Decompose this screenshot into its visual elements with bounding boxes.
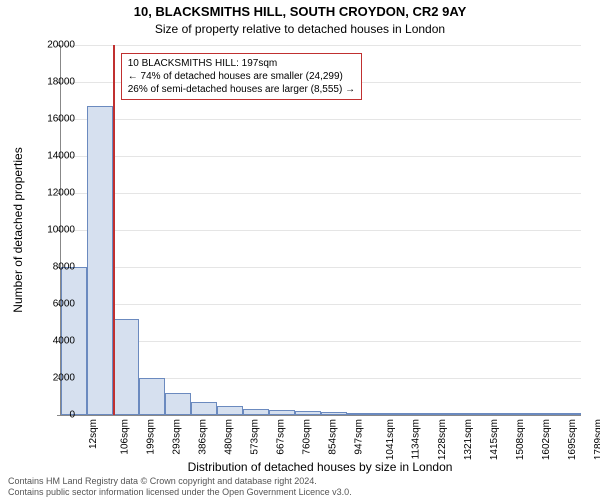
annotation-box: 10 BLACKSMITHS HILL: 197sqm← 74% of deta… — [121, 53, 362, 100]
chart-title-sub: Size of property relative to detached ho… — [0, 22, 600, 36]
x-tick-label: 106sqm — [120, 419, 131, 455]
gridline — [61, 156, 581, 157]
gridline — [61, 193, 581, 194]
histogram-bar — [113, 319, 139, 415]
histogram-bar — [295, 411, 321, 415]
y-tick-label: 4000 — [35, 336, 75, 347]
histogram-bar — [87, 106, 113, 415]
x-tick-label: 667sqm — [276, 419, 287, 455]
x-tick-label: 1321sqm — [463, 419, 474, 460]
histogram-bar — [269, 410, 295, 415]
x-tick-label: 1602sqm — [541, 419, 552, 460]
annotation-line: 10 BLACKSMITHS HILL: 197sqm — [128, 57, 355, 70]
y-tick-label: 18000 — [35, 77, 75, 88]
x-tick-label: 12sqm — [88, 419, 99, 449]
histogram-bar — [555, 413, 581, 415]
x-tick-label: 760sqm — [302, 419, 313, 455]
histogram-bar — [347, 413, 373, 415]
histogram-bar — [399, 413, 425, 415]
histogram-bar — [451, 413, 477, 415]
y-tick-label: 0 — [35, 410, 75, 421]
gridline — [61, 45, 581, 46]
x-tick-label: 1041sqm — [385, 419, 396, 460]
y-tick-label: 2000 — [35, 373, 75, 384]
x-tick-label: 480sqm — [224, 419, 235, 455]
property-marker-line — [113, 45, 115, 415]
x-tick-label: 854sqm — [328, 419, 339, 455]
chart-title-main: 10, BLACKSMITHS HILL, SOUTH CROYDON, CR2… — [0, 4, 600, 19]
gridline — [61, 341, 581, 342]
x-tick-label: 1789sqm — [593, 419, 600, 460]
histogram-bar — [217, 406, 243, 415]
histogram-bar — [191, 402, 217, 415]
x-tick-label: 1508sqm — [515, 419, 526, 460]
histogram-bar — [139, 378, 165, 415]
x-tick-label: 1695sqm — [567, 419, 578, 460]
gridline — [61, 304, 581, 305]
x-tick-label: 1415sqm — [489, 419, 500, 460]
y-tick-label: 12000 — [35, 188, 75, 199]
gridline — [61, 267, 581, 268]
plot-area: 10 BLACKSMITHS HILL: 197sqm← 74% of deta… — [60, 45, 581, 416]
chart-container: 10, BLACKSMITHS HILL, SOUTH CROYDON, CR2… — [0, 0, 600, 500]
gridline — [61, 230, 581, 231]
x-tick-label: 573sqm — [250, 419, 261, 455]
histogram-bar — [321, 412, 347, 415]
footer-line-2: Contains public sector information licen… — [8, 487, 352, 498]
annotation-line: 26% of semi-detached houses are larger (… — [128, 83, 355, 96]
histogram-bar — [373, 413, 399, 415]
y-tick-label: 14000 — [35, 151, 75, 162]
x-tick-label: 293sqm — [172, 419, 183, 455]
footer-line-1: Contains HM Land Registry data © Crown c… — [8, 476, 352, 487]
footer-attribution: Contains HM Land Registry data © Crown c… — [8, 476, 352, 498]
x-tick-label: 199sqm — [146, 419, 157, 455]
y-tick-label: 16000 — [35, 114, 75, 125]
y-axis-label: Number of detached properties — [11, 147, 25, 312]
y-tick-label: 8000 — [35, 262, 75, 273]
histogram-bar — [425, 413, 451, 415]
y-tick-label: 20000 — [35, 40, 75, 51]
annotation-line: ← 74% of detached houses are smaller (24… — [128, 70, 355, 83]
y-tick-label: 10000 — [35, 225, 75, 236]
histogram-bar — [503, 413, 529, 415]
gridline — [61, 119, 581, 120]
x-tick-label: 1228sqm — [437, 419, 448, 460]
x-tick-label: 386sqm — [198, 419, 209, 455]
x-axis-label: Distribution of detached houses by size … — [60, 460, 580, 474]
x-tick-label: 947sqm — [354, 419, 365, 455]
histogram-bar — [477, 413, 503, 415]
histogram-bar — [529, 413, 555, 415]
x-tick-label: 1134sqm — [410, 419, 421, 459]
histogram-bar — [243, 409, 269, 415]
y-tick-label: 6000 — [35, 299, 75, 310]
histogram-bar — [165, 393, 191, 415]
